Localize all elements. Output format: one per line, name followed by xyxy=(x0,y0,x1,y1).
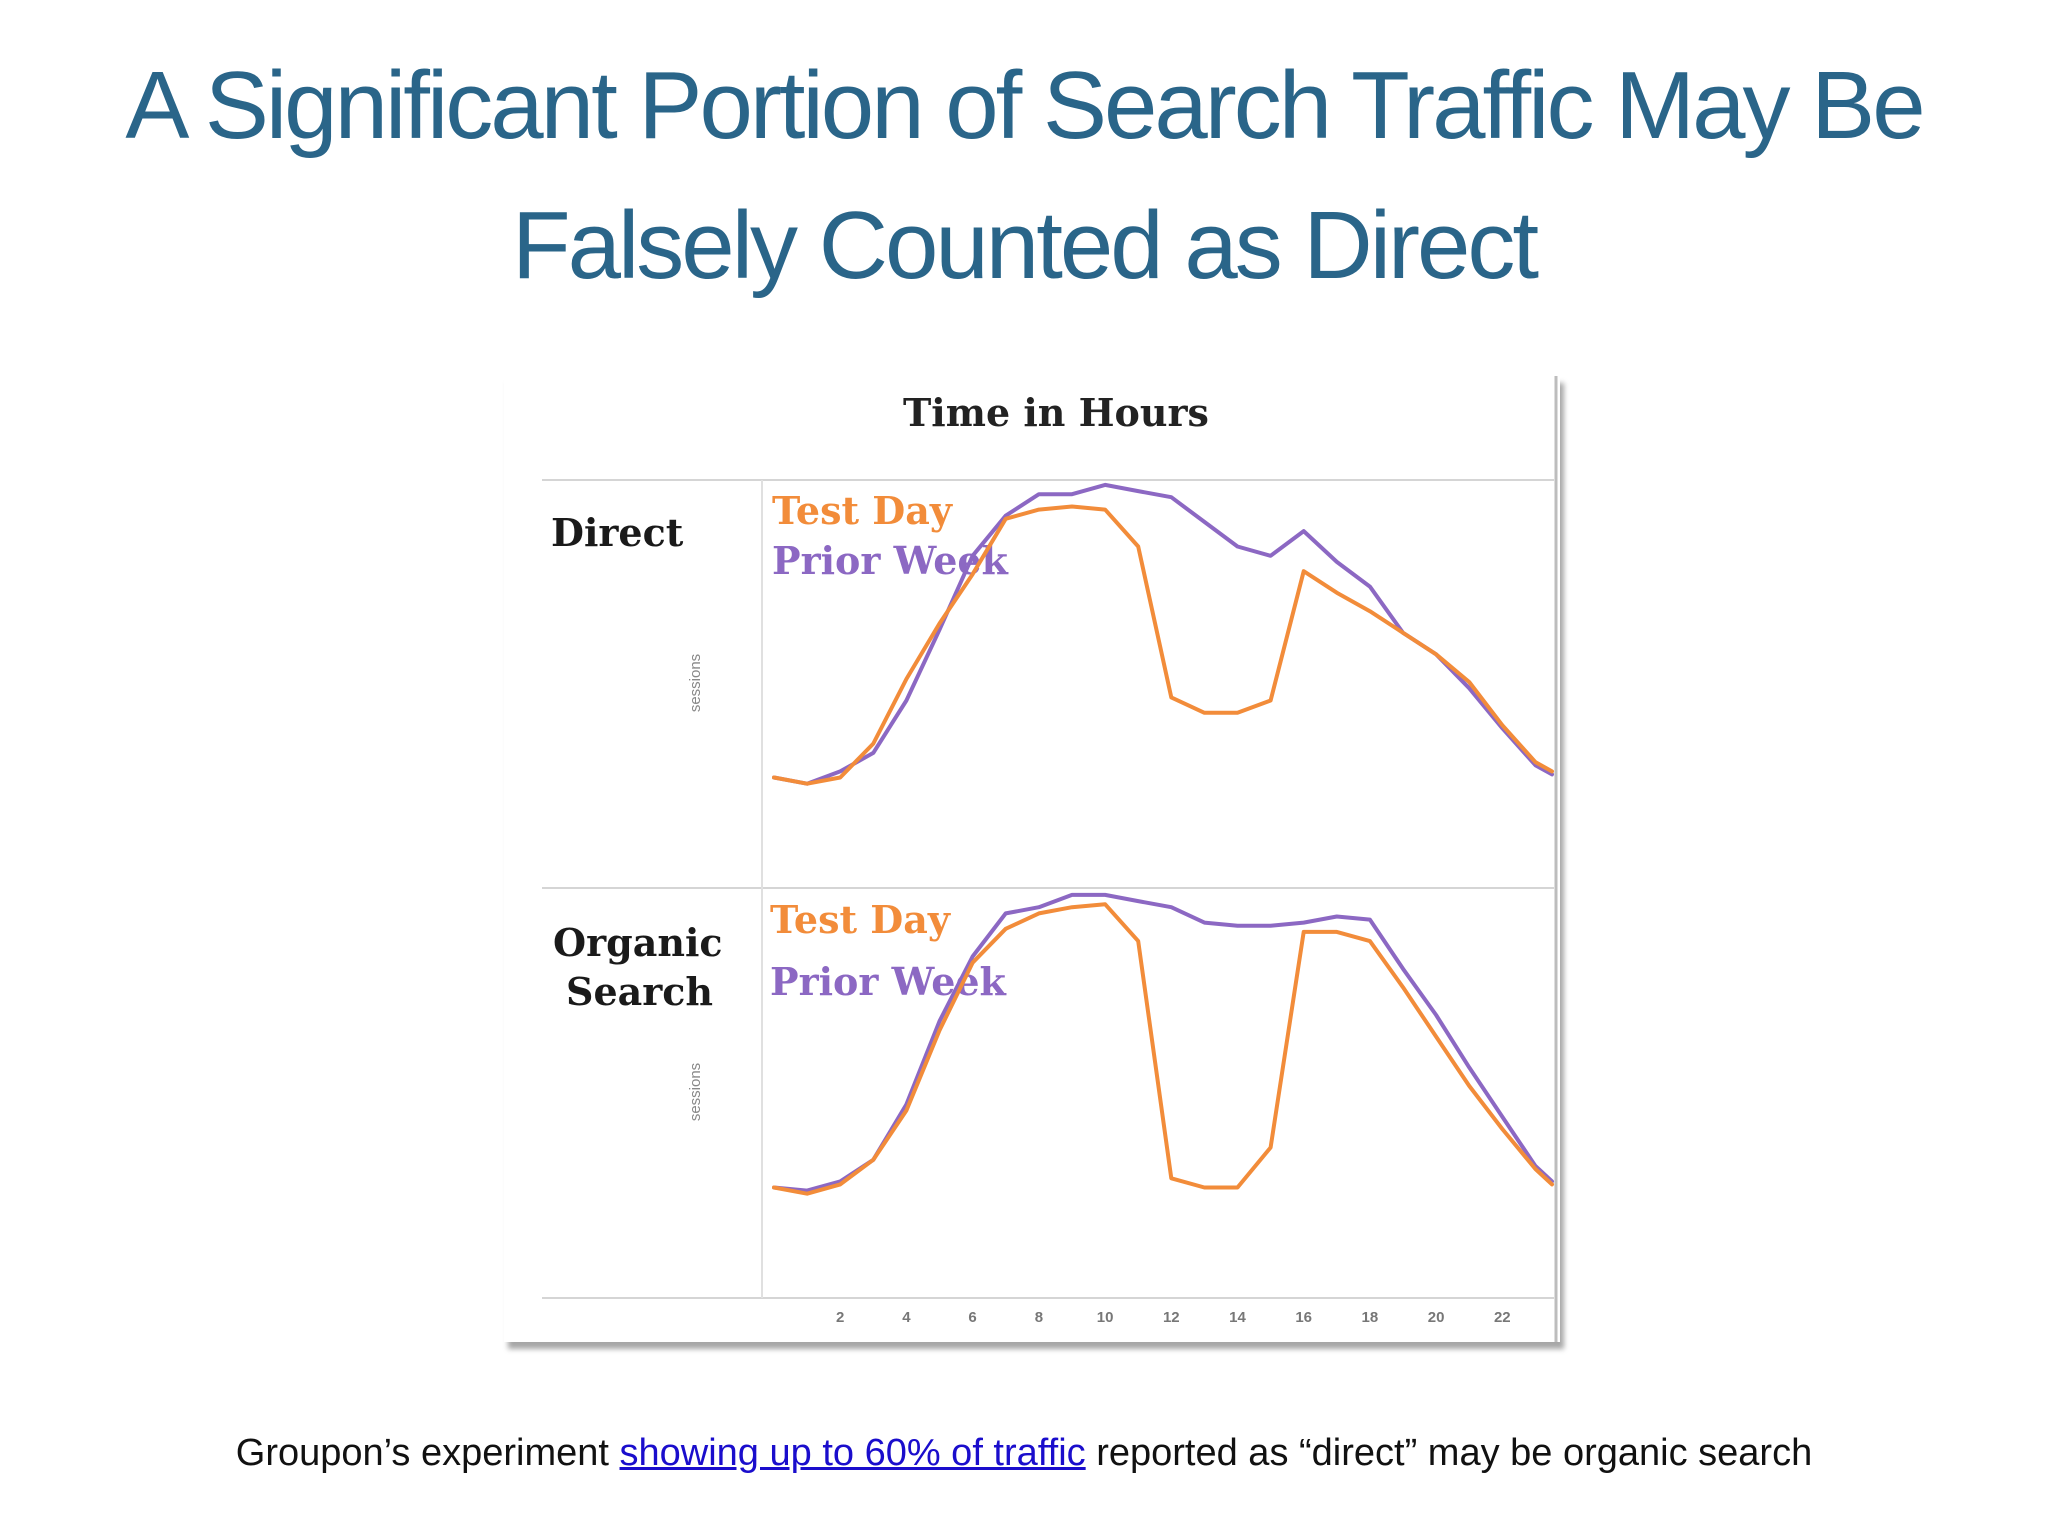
series-prior-week-organic-search xyxy=(772,892,1554,1193)
legend-test-day-direct: Test Day xyxy=(772,488,953,533)
x-tick-label: 16 xyxy=(1295,1309,1312,1326)
caption-after: reported as “direct” may be organic sear… xyxy=(1085,1432,1813,1474)
chart-frame: Time in Hours Direct sessions Test Day P… xyxy=(504,376,1560,1342)
panel-label-organic-search: Organic Search xyxy=(553,920,736,1014)
x-tick-labels: 2 4 6 8 10 12 14 16 18 20 22 xyxy=(836,1309,1511,1326)
caption-before: Groupon’s experiment xyxy=(235,1432,620,1474)
x-tick-label: 12 xyxy=(1163,1309,1180,1326)
caption: Groupon’s experiment showing up to 60% o… xyxy=(0,1432,2048,1475)
x-tick-label: 6 xyxy=(968,1309,976,1326)
series-test-day-direct xyxy=(772,504,1554,786)
caption-link[interactable]: showing up to 60% of traffic xyxy=(619,1432,1086,1474)
panel-label-direct: Direct xyxy=(551,510,684,555)
series-test-day-organic-search xyxy=(772,902,1554,1196)
x-tick-label: 14 xyxy=(1229,1309,1246,1326)
x-tick-label: 4 xyxy=(902,1309,911,1326)
x-tick-label: 2 xyxy=(836,1309,844,1326)
y-axis-label-direct: sessions xyxy=(687,654,704,712)
y-axis-label-organic: sessions xyxy=(687,1063,704,1121)
chart-title: Time in Hours xyxy=(903,390,1209,435)
x-tick-label: 20 xyxy=(1428,1309,1445,1326)
x-tick-label: 8 xyxy=(1035,1309,1043,1326)
chart-svg: Time in Hours Direct sessions Test Day P… xyxy=(542,376,1558,1342)
x-tick-label: 18 xyxy=(1362,1309,1379,1326)
series-layer xyxy=(772,482,1554,1196)
x-tick-label: 10 xyxy=(1097,1309,1114,1326)
x-tick-label: 22 xyxy=(1494,1309,1511,1326)
legend-test-day-organic: Test Day xyxy=(770,897,951,942)
slide-title: A Significant Portion of Search Traffic … xyxy=(125,52,1925,299)
